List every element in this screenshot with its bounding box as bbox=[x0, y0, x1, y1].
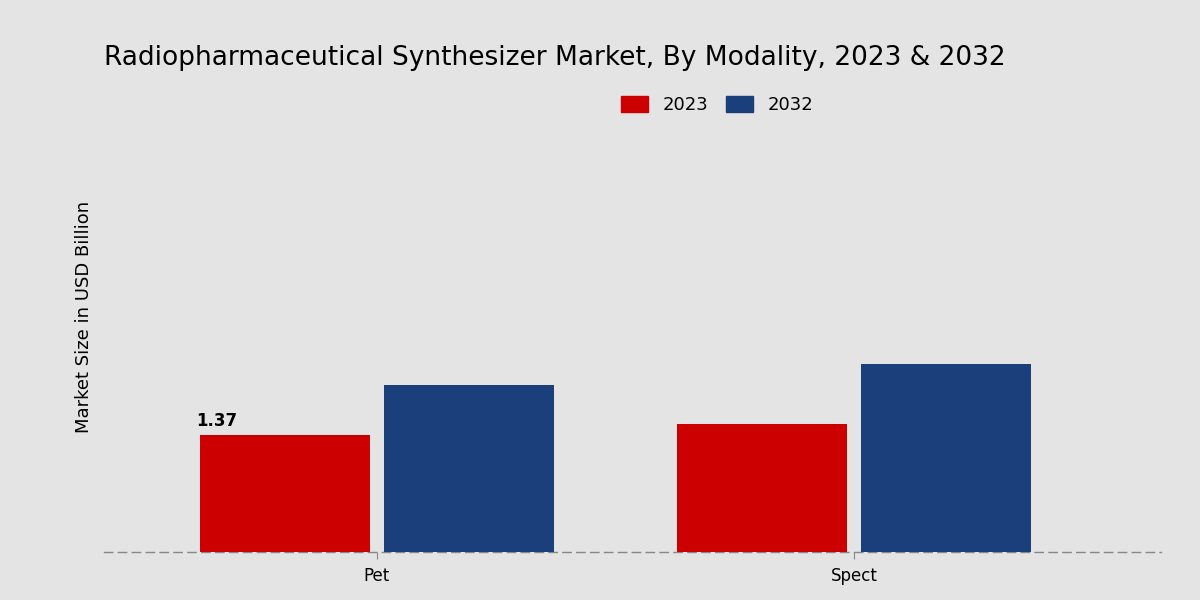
Text: 1.37: 1.37 bbox=[196, 412, 238, 430]
Bar bbox=[677, 424, 847, 552]
Y-axis label: Market Size in USD Billion: Market Size in USD Billion bbox=[74, 200, 94, 433]
Bar bbox=[384, 385, 554, 552]
Bar bbox=[199, 434, 370, 552]
Bar bbox=[860, 364, 1032, 552]
Legend: 2023, 2032: 2023, 2032 bbox=[616, 91, 818, 120]
Text: Radiopharmaceutical Synthesizer Market, By Modality, 2023 & 2032: Radiopharmaceutical Synthesizer Market, … bbox=[104, 45, 1006, 71]
